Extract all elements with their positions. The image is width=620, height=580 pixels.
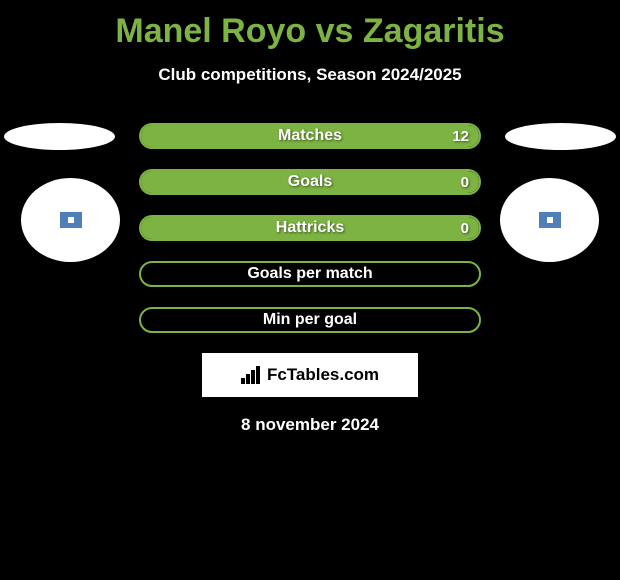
footer-logo: FcTables.com xyxy=(202,353,418,397)
stat-row-hattricks: Hattricks 0 xyxy=(139,215,481,241)
page-title: Manel Royo vs Zagaritis xyxy=(0,0,620,51)
stats-container: Matches 12 Goals 0 Hattricks 0 Goals per… xyxy=(139,123,481,333)
country-flag-left xyxy=(4,123,115,150)
stat-row-goals-per-match: Goals per match xyxy=(139,261,481,287)
page-subtitle: Club competitions, Season 2024/2025 xyxy=(0,65,620,85)
stat-row-goals: Goals 0 xyxy=(139,169,481,195)
stat-row-min-per-goal: Min per goal xyxy=(139,307,481,333)
stat-label: Matches xyxy=(278,127,342,145)
stat-label: Goals per match xyxy=(247,265,372,283)
stat-label: Min per goal xyxy=(263,311,357,329)
team-logo-left-inner xyxy=(60,212,82,228)
stat-label: Goals xyxy=(288,173,332,191)
footer-date: 8 november 2024 xyxy=(0,415,620,435)
stat-label: Hattricks xyxy=(276,219,344,237)
team-logo-right-inner xyxy=(539,212,561,228)
stat-value-right: 0 xyxy=(461,174,469,191)
stat-row-matches: Matches 12 xyxy=(139,123,481,149)
comparison-content: Matches 12 Goals 0 Hattricks 0 Goals per… xyxy=(0,123,620,435)
stat-value-right: 0 xyxy=(461,220,469,237)
team-logo-right xyxy=(500,178,599,262)
footer-logo-text: FcTables.com xyxy=(267,365,379,385)
country-flag-right xyxy=(505,123,616,150)
stat-value-right: 12 xyxy=(452,128,469,145)
team-logo-left xyxy=(21,178,120,262)
chart-icon xyxy=(241,366,263,384)
team-logo-left-dot xyxy=(68,217,74,223)
team-logo-right-dot xyxy=(547,217,553,223)
